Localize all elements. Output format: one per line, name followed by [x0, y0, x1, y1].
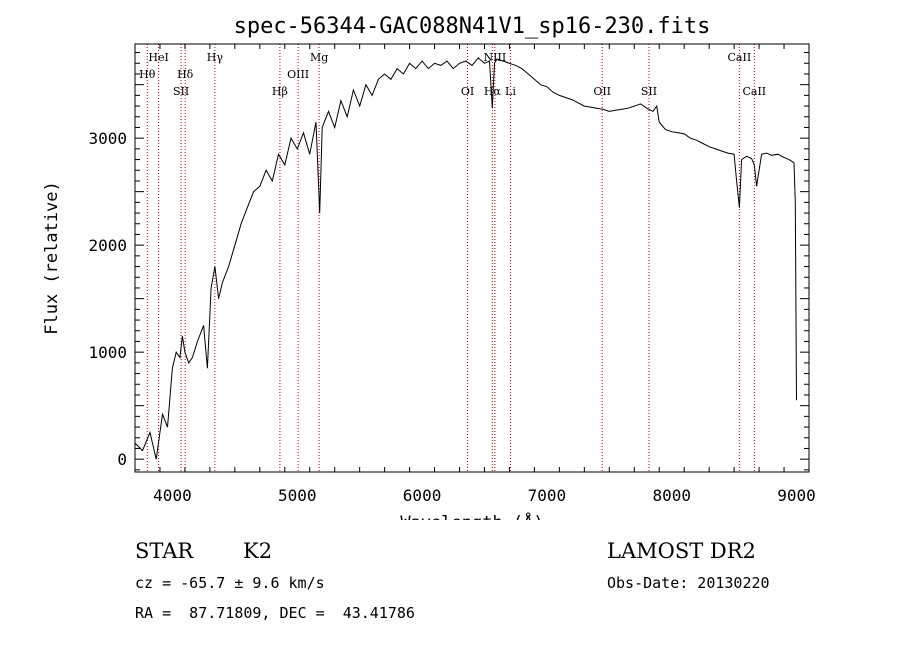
y-tick-label: 0 [117, 450, 127, 469]
x-tick-label: 7000 [528, 486, 567, 505]
line-label-lines_low-2: OI [461, 85, 474, 98]
coordinates: RA = 87.71809, DEC = 43.41786 [135, 604, 415, 622]
object-type: STAR [135, 539, 194, 563]
spectrum-chart: spec-56344-GAC088N41V1_sp16-230.fits HeI… [42, 14, 816, 520]
line-label-lines_mid-2: OIII [287, 68, 309, 81]
x-tick-label: 8000 [652, 486, 691, 505]
line-label-lines_low-1: Hβ [272, 85, 288, 98]
object-subclass: K2 [243, 539, 273, 563]
x-tick-label: 9000 [777, 486, 816, 505]
x-tick-label: 4000 [153, 486, 192, 505]
chart-title: spec-56344-GAC088N41V1_sp16-230.fits [234, 14, 711, 39]
observation-date: Obs-Date: 20130220 [607, 574, 770, 592]
y-axis-label: Flux (relative) [42, 181, 62, 335]
x-axis-ticks: 4000 5000 6000 7000 8000 9000 [134, 44, 816, 505]
line-label-lines_top-0: HeI [148, 51, 168, 64]
plot-frame [134, 43, 810, 473]
line-label-lines_mid-1: Hδ [177, 68, 194, 81]
line-label-lines_low-5: OII [593, 85, 611, 98]
spectrum-line [134, 57, 797, 460]
line-label-lines_low-0: SII [173, 85, 189, 98]
survey-name: LAMOST DR2 [607, 539, 756, 563]
x-tick-label: 5000 [278, 486, 317, 505]
line-label-lines_mid-0: Hθ [139, 68, 156, 81]
y-tick-label: 2000 [88, 236, 127, 255]
line-label-lines_low-7: CaII [742, 85, 766, 98]
y-axis-ticks: 0 1000 2000 3000 [88, 52, 809, 471]
redshift-cz: cz = -65.7 ± 9.6 km/s [135, 574, 325, 592]
line-label-lines_top-1: Hγ [207, 51, 224, 64]
line-label-lines_top-2: Mg [310, 51, 328, 64]
y-tick-label: 3000 [88, 129, 127, 148]
line-label-lines_low-4: Li [505, 85, 516, 98]
spectral-line-markers [146, 44, 755, 472]
line-label-lines_top-4: CaII [728, 51, 752, 64]
x-tick-label: 6000 [403, 486, 442, 505]
y-tick-label: 1000 [88, 343, 127, 362]
line-label-lines_low-6: SII [641, 85, 657, 98]
x-axis-label: Wavelength (Å) [400, 511, 543, 520]
